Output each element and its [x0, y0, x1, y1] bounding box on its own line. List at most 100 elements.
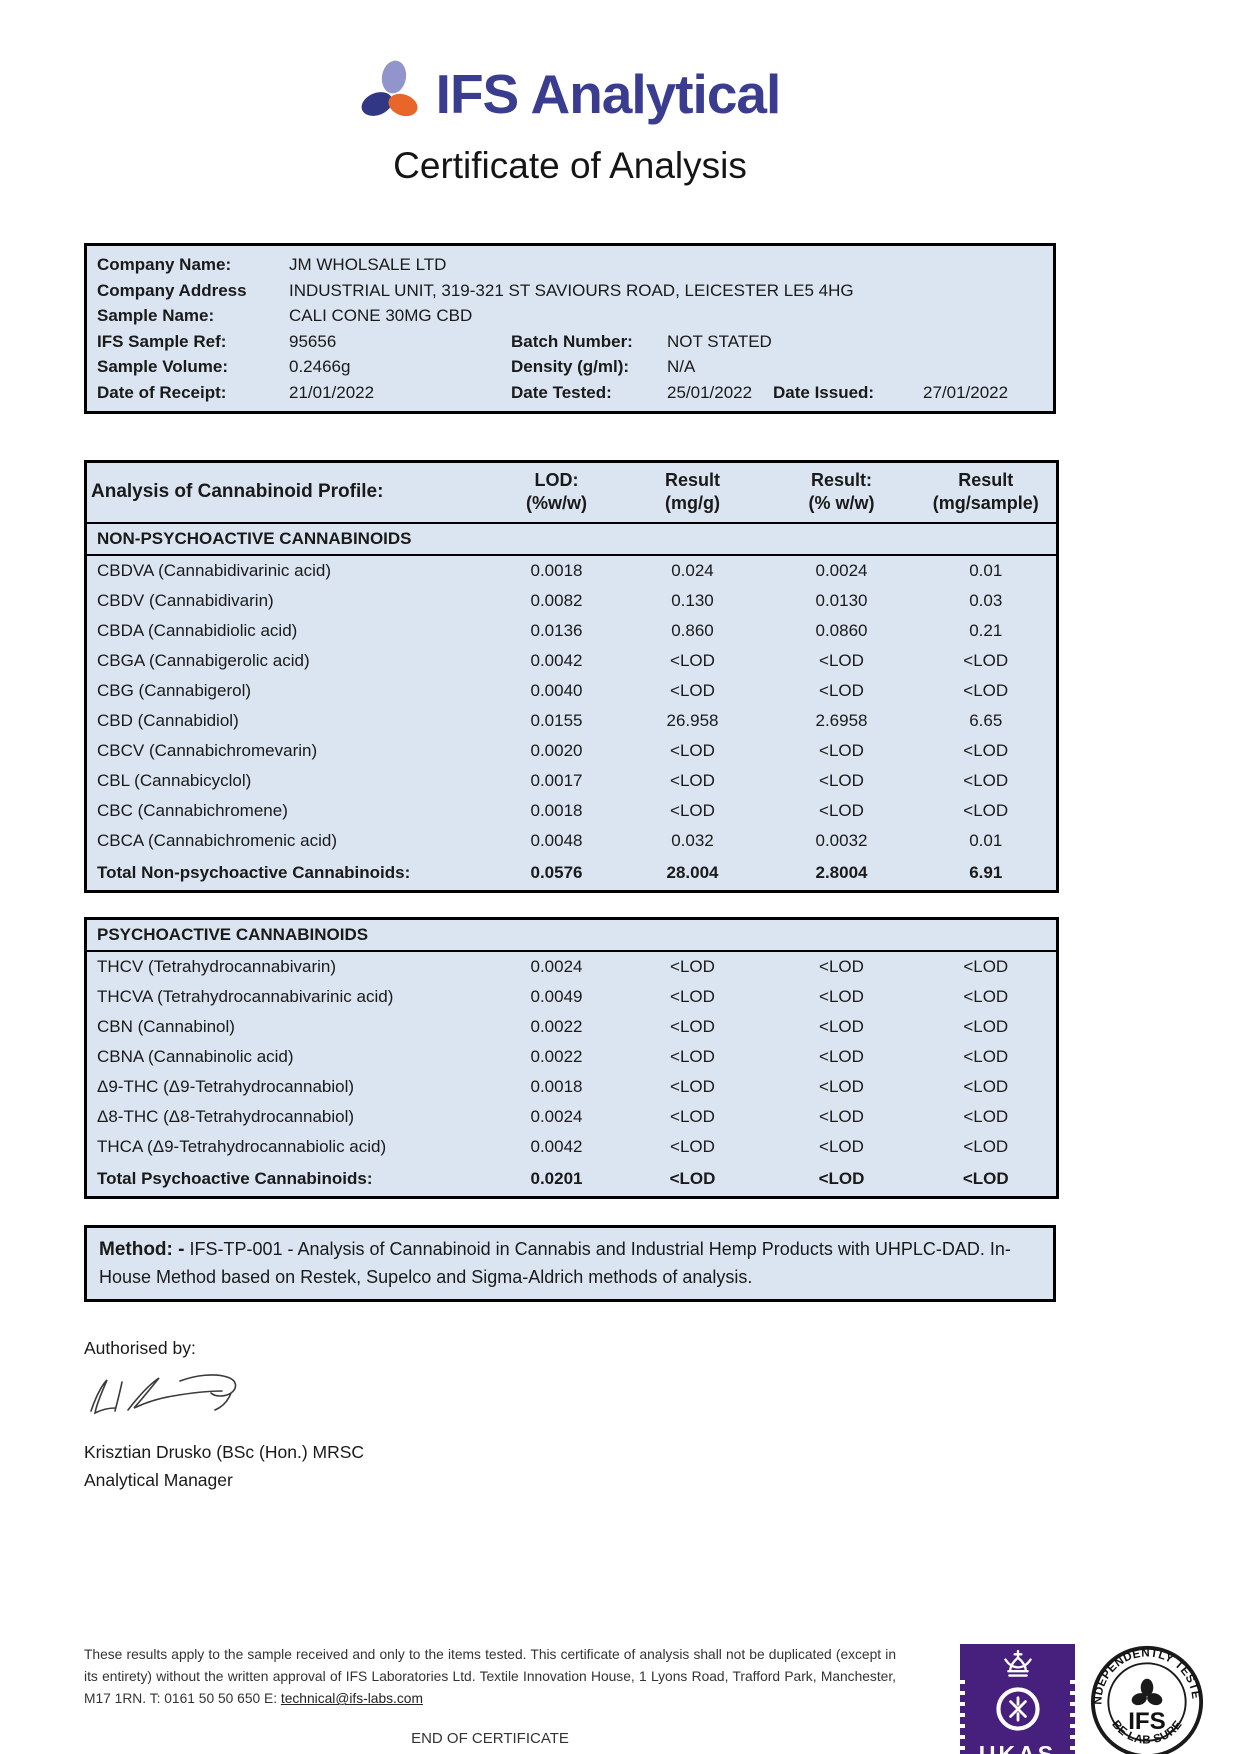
result-mg-sample: <LOD: [963, 956, 1009, 976]
analyte-name: CBDVA (Cannabidivarinic acid): [97, 560, 332, 580]
col-header-mg-sample: Result (mg/sample): [915, 461, 1058, 524]
result-pct: 0.0024: [815, 560, 868, 580]
result-pct: <LOD: [819, 680, 864, 700]
total-mg-sample: 6.91: [969, 862, 1003, 882]
density-value: N/A: [667, 357, 696, 376]
total-lod: 0.0201: [530, 1168, 583, 1188]
result-pct: 0.0860: [815, 620, 868, 640]
signatory-name: Krisztian Drusko (BSc (Hon.) MRSC: [84, 1442, 365, 1463]
lod-value: 0.0018: [530, 800, 583, 820]
authorisation-section: Authorised by: Krisztian Drusko (BSc (Ho…: [84, 1338, 1240, 1494]
result-pct: 0.0130: [815, 590, 868, 610]
email-link[interactable]: technical@ifs-labs.com: [280, 1691, 423, 1707]
document-header: IFS Analytical Certificate of Analysis: [84, 58, 1056, 187]
total-non-psychoactive-row: Total Non-psychoactive Cannabinoids: 0.0…: [86, 856, 1058, 892]
total-mg-sample: <LOD: [962, 1168, 1009, 1188]
result-mg-sample: <LOD: [963, 1136, 1009, 1156]
result-mg-sample: <LOD: [963, 1016, 1009, 1036]
ifs-logo-icon: [360, 58, 422, 129]
result-pct: <LOD: [819, 1136, 864, 1156]
date-tested-label: Date Tested:: [511, 382, 612, 402]
result-mg-g: 26.958: [666, 710, 719, 730]
result-mg-sample: <LOD: [963, 986, 1009, 1006]
company-name-row: Company Name: JM WHOLSALE LTD: [97, 252, 1053, 278]
sample-volume-value: 0.2466g: [289, 357, 351, 376]
date-receipt-value: 21/01/2022: [289, 382, 375, 402]
result-mg-sample: <LOD: [963, 1046, 1009, 1066]
lod-value: 0.0082: [530, 590, 583, 610]
date-issued-value: 27/01/2022: [923, 382, 1009, 402]
result-mg-g: 0.032: [671, 830, 714, 850]
authorised-by-label: Authorised by:: [84, 1338, 196, 1359]
total-psychoactive-row: Total Psychoactive Cannabinoids: 0.0201 …: [86, 1162, 1058, 1198]
method-text: IFS-TP-001 - Analysis of Cannabinoid in …: [99, 1238, 1011, 1288]
result-mg-sample: 0.03: [969, 590, 1003, 610]
table-row: CBC (Cannabichromene) 0.0018 <LOD <LOD <…: [86, 796, 1058, 826]
result-mg-sample: 0.21: [969, 620, 1003, 640]
signature-image: [84, 1369, 1240, 1430]
result-mg-g: 0.024: [671, 560, 714, 580]
result-mg-g: <LOD: [670, 956, 715, 976]
result-pct: <LOD: [819, 650, 864, 670]
psychoactive-rows: THCV (Tetrahydrocannabivarin) 0.0024 <LO…: [86, 951, 1058, 1162]
result-mg-sample: <LOD: [963, 1106, 1009, 1126]
total-label: Total Psychoactive Cannabinoids:: [97, 1168, 373, 1188]
density-label: Density (g/ml):: [511, 357, 630, 376]
lod-value: 0.0048: [530, 830, 583, 850]
lod-value: 0.0155: [530, 710, 583, 730]
result-mg-g: <LOD: [670, 800, 715, 820]
table-row: CBG (Cannabigerol) 0.0040 <LOD <LOD <LOD: [86, 676, 1058, 706]
ukas-mark-icon: [991, 1682, 1045, 1741]
result-mg-sample: <LOD: [963, 1076, 1009, 1096]
result-pct: 0.0032: [815, 830, 868, 850]
document-title: Certificate of Analysis: [393, 145, 747, 186]
table-row: CBL (Cannabicyclol) 0.0017 <LOD <LOD <LO…: [86, 766, 1058, 796]
analyte-name: CBNA (Cannabinolic acid): [97, 1046, 294, 1066]
table-row: CBCV (Cannabichromevarin) 0.0020 <LOD <L…: [86, 736, 1058, 766]
batch-number-label: Batch Number:: [511, 331, 633, 351]
result-mg-g: <LOD: [670, 770, 715, 790]
lod-value: 0.0042: [530, 650, 583, 670]
cannabinoid-profile-table: Analysis of Cannabinoid Profile: LOD: (%…: [84, 460, 1059, 893]
ukas-logo-block: UKAS TESTING 2513: [960, 1644, 1075, 1754]
analyte-name: CBN (Cannabinol): [97, 1016, 235, 1036]
column-header-row: Analysis of Cannabinoid Profile: LOD: (%…: [85, 461, 1058, 524]
analyte-name: Δ9-THC (Δ9-Tetrahydrocannabiol): [97, 1076, 355, 1096]
result-mg-g: <LOD: [670, 1046, 715, 1066]
batch-number-value: NOT STATED: [667, 331, 772, 351]
result-mg-sample: <LOD: [963, 800, 1009, 820]
result-pct: <LOD: [819, 770, 864, 790]
brand-row: IFS Analytical: [360, 58, 781, 129]
total-pct: <LOD: [818, 1168, 865, 1188]
result-pct: 2.6958: [815, 710, 868, 730]
company-address-value: INDUSTRIAL UNIT, 319-321 ST SAVIOURS ROA…: [289, 280, 854, 300]
total-label: Total Non-psychoactive Cannabinoids:: [97, 862, 411, 882]
result-mg-sample: 0.01: [969, 560, 1003, 580]
result-pct: <LOD: [819, 956, 864, 976]
disclaimer-text: These results apply to the sample receiv…: [84, 1647, 896, 1707]
analyte-name: THCV (Tetrahydrocannabivarin): [97, 956, 337, 976]
crown-icon: [1000, 1649, 1036, 1682]
table-row: CBDA (Cannabidiolic acid) 0.0136 0.860 0…: [86, 616, 1058, 646]
result-pct: <LOD: [819, 986, 864, 1006]
lod-value: 0.0022: [530, 1046, 583, 1066]
analyte-name: CBL (Cannabicyclol): [97, 770, 252, 790]
table-row: CBN (Cannabinol) 0.0022 <LOD <LOD <LOD: [86, 1012, 1058, 1042]
result-pct: <LOD: [819, 1076, 864, 1096]
result-mg-sample: <LOD: [963, 740, 1009, 760]
result-mg-g: <LOD: [670, 740, 715, 760]
result-mg-g: <LOD: [670, 1016, 715, 1036]
result-mg-g: 0.860: [671, 620, 714, 640]
result-pct: <LOD: [819, 740, 864, 760]
result-mg-g: 0.130: [671, 590, 714, 610]
analyte-name: CBDV (Cannabidivarin): [97, 590, 274, 610]
sample-ref-label: IFS Sample Ref:: [97, 331, 227, 351]
result-mg-sample: <LOD: [963, 650, 1009, 670]
analyte-name: Δ8-THC (Δ8-Tetrahydrocannabiol): [97, 1106, 355, 1126]
table-row: THCV (Tetrahydrocannabivarin) 0.0024 <LO…: [86, 951, 1058, 982]
table-row: CBDVA (Cannabidivarinic acid) 0.0018 0.0…: [86, 555, 1058, 586]
date-tested-value: 25/01/2022: [667, 382, 753, 402]
table-title: Analysis of Cannabinoid Profile:: [85, 461, 496, 524]
total-mg-g: 28.004: [666, 862, 719, 882]
section-header-non-psychoactive: NON-PSYCHOACTIVE CANNABINOIDS: [85, 522, 1058, 556]
